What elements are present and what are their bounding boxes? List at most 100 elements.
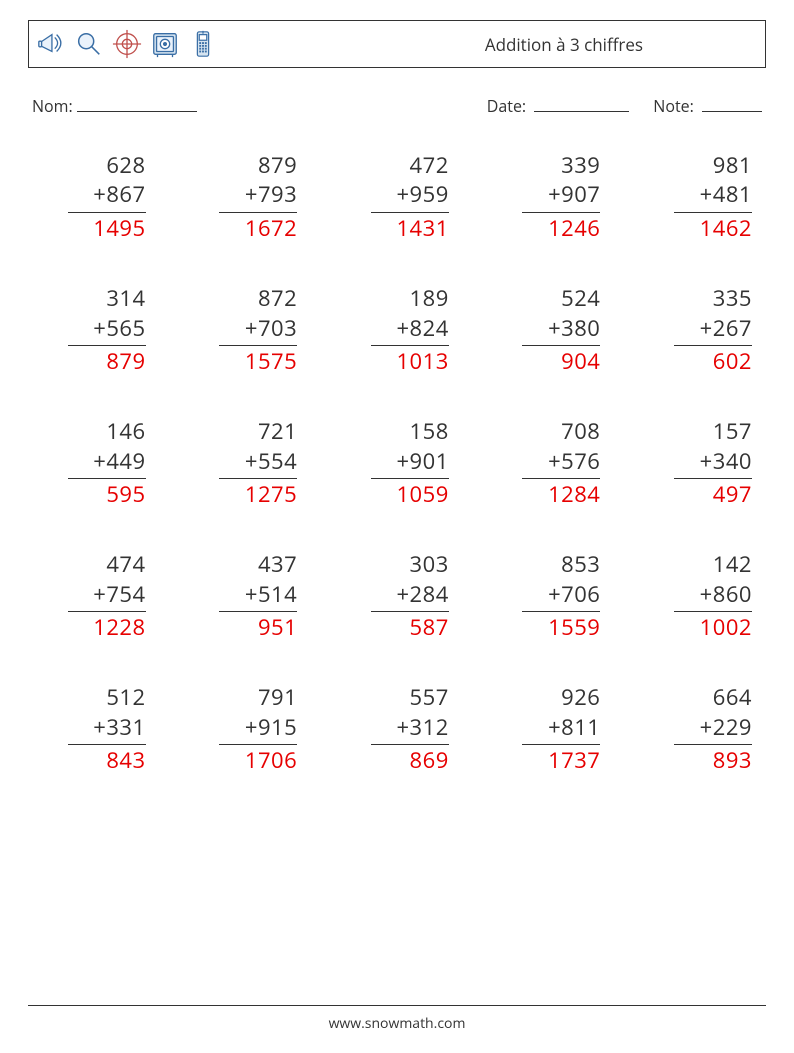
problem-14: 708+5761284 [510, 417, 600, 510]
date-label: Date: [487, 95, 526, 117]
problem-20: 142+8601002 [662, 550, 752, 643]
problem-8: 189+8241013 [359, 284, 449, 377]
problem-16: 474+7541228 [56, 550, 146, 643]
safe-icon [149, 28, 181, 60]
problem-15: 157+340497 [662, 417, 752, 510]
operand-b: +754 [93, 580, 145, 610]
megaphone-icon [35, 28, 67, 60]
answer: 1275 [245, 480, 297, 510]
answer: 1284 [548, 480, 600, 510]
problem-11: 146+449595 [56, 417, 146, 510]
operand-a: 981 [713, 151, 752, 181]
operand-a: 926 [561, 683, 600, 713]
operand-b: +915 [245, 713, 297, 743]
problem-10: 335+267602 [662, 284, 752, 377]
operand-b: +811 [548, 713, 600, 743]
operand-a: 628 [106, 151, 145, 181]
magnifier-icon [73, 28, 105, 60]
operand-a: 157 [713, 417, 752, 447]
operand-b: +340 [700, 447, 752, 477]
answer: 1495 [93, 214, 145, 244]
problem-18: 303+284587 [359, 550, 449, 643]
operand-b: +901 [396, 447, 448, 477]
answer: 1228 [93, 613, 145, 643]
problem-3: 472+959 1431 [359, 151, 449, 244]
problem-12: 721+5541275 [207, 417, 297, 510]
answer: 843 [106, 746, 145, 776]
answer: 904 [561, 347, 600, 377]
operand-b: +860 [700, 580, 752, 610]
operand-a: 872 [258, 284, 297, 314]
operand-a: 339 [561, 151, 600, 181]
operand-a: 474 [106, 550, 145, 580]
answer: 879 [106, 347, 145, 377]
operand-b: +312 [396, 713, 448, 743]
operand-a: 142 [713, 550, 752, 580]
answer: 1706 [245, 746, 297, 776]
answer: 1059 [396, 480, 448, 510]
answer: 587 [410, 613, 449, 643]
operand-a: 879 [258, 151, 297, 181]
note-field: Note: [653, 94, 762, 117]
footer-text: www.snowmath.com [0, 1014, 794, 1033]
problem-13: 158+9011059 [359, 417, 449, 510]
operand-a: 557 [410, 683, 449, 713]
problem-23: 557+312869 [359, 683, 449, 776]
operand-b: +229 [700, 713, 752, 743]
problem-25: 664+229893 [662, 683, 752, 776]
operand-b: +554 [245, 447, 297, 477]
operand-b: +331 [93, 713, 145, 743]
name-blank [77, 94, 197, 112]
operand-a: 158 [410, 417, 449, 447]
note-label: Note: [653, 95, 694, 117]
problems-grid: 628+867 1495 879+7931672 472+959 1431 339+907… [42, 151, 752, 776]
problem-17: 437+514951 [207, 550, 297, 643]
operand-b: +267 [700, 314, 752, 344]
problems-wrap: 628+867 1495 879+7931672 472+959 1431 339+907… [28, 151, 766, 776]
operand-a: 472 [410, 151, 449, 181]
answer: 1462 [700, 214, 752, 244]
answer: 1672 [245, 214, 297, 244]
operand-b: +565 [93, 314, 145, 344]
operand-b: +703 [245, 314, 297, 344]
operand-b: +824 [396, 314, 448, 344]
answer: 1575 [245, 347, 297, 377]
operand-a: 335 [713, 284, 752, 314]
answer: 602 [713, 347, 752, 377]
operand-b: +514 [245, 580, 297, 610]
operand-b: +481 [700, 180, 752, 210]
operand-a: 189 [410, 284, 449, 314]
problem-2: 879+7931672 [207, 151, 297, 244]
answer: 893 [713, 746, 752, 776]
operand-b: +449 [93, 447, 145, 477]
problem-4: 339+9071246 [510, 151, 600, 244]
operand-a: 708 [561, 417, 600, 447]
worksheet-page: Addition à 3 chiffres Nom: Date: Note: 6… [0, 0, 794, 1053]
operand-a: 314 [106, 284, 145, 314]
operand-b: +867 [93, 180, 145, 210]
header-box: Addition à 3 chiffres [28, 20, 766, 68]
answer: 1431 [396, 214, 448, 244]
operand-b: +959 [396, 180, 448, 210]
answer: 497 [713, 480, 752, 510]
operand-a: 146 [106, 417, 145, 447]
answer: 951 [258, 613, 297, 643]
problem-7: 872+7031575 [207, 284, 297, 377]
operand-a: 853 [561, 550, 600, 580]
operand-a: 437 [258, 550, 297, 580]
problem-19: 853+7061559 [510, 550, 600, 643]
footer-rule [28, 1005, 766, 1006]
icons-row [35, 28, 219, 60]
date-field: Date: [487, 94, 630, 117]
date-blank [534, 94, 629, 112]
meta-row: Nom: Date: Note: [28, 94, 766, 117]
problem-22: 791+9151706 [207, 683, 297, 776]
problem-6: 314+565879 [56, 284, 146, 377]
answer: 1002 [700, 613, 752, 643]
operand-a: 721 [258, 417, 297, 447]
operand-a: 524 [561, 284, 600, 314]
problem-24: 926+8111737 [510, 683, 600, 776]
name-label: Nom: [32, 95, 73, 117]
answer: 1246 [548, 214, 600, 244]
problem-5: 981+481 1462 [662, 151, 752, 244]
